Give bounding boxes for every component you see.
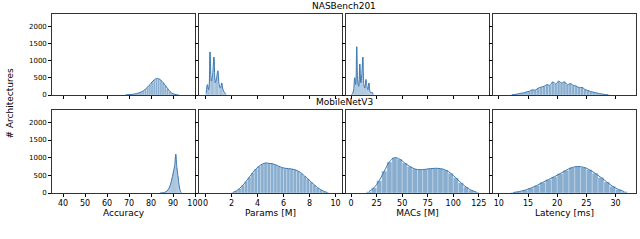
svg-text:80: 80 [146,199,156,208]
svg-text:8: 8 [307,199,312,208]
svg-text:# Architectures: # Architectures [5,68,15,139]
svg-text:500: 500 [33,172,46,180]
svg-text:Accuracy: Accuracy [103,208,145,218]
svg-text:1500: 1500 [29,40,47,48]
svg-text:0: 0 [349,199,354,208]
svg-text:2: 2 [229,199,234,208]
svg-text:25: 25 [581,199,591,208]
svg-text:10: 10 [494,199,504,208]
svg-text:0: 0 [203,199,208,208]
svg-text:2000: 2000 [29,119,47,127]
svg-text:50: 50 [80,199,90,208]
svg-text:10: 10 [330,199,340,208]
svg-text:2000: 2000 [29,23,47,31]
svg-text:60: 60 [102,199,112,208]
svg-text:90: 90 [168,199,178,208]
svg-text:100: 100 [446,199,461,208]
svg-text:20: 20 [552,199,562,208]
svg-text:30: 30 [610,199,620,208]
svg-text:40: 40 [58,199,68,208]
svg-text:50: 50 [397,199,407,208]
svg-text:Params [M]: Params [M] [245,208,296,218]
svg-text:6: 6 [281,199,286,208]
svg-text:NASBench201: NASBench201 [312,1,376,11]
svg-text:15: 15 [523,199,533,208]
svg-text:MobileNetV3: MobileNetV3 [316,97,373,107]
svg-text:125: 125 [471,199,486,208]
svg-text:0: 0 [42,91,46,99]
svg-text:70: 70 [124,199,134,208]
svg-text:0: 0 [42,189,46,197]
svg-text:1000: 1000 [29,57,47,65]
svg-text:1000: 1000 [29,154,47,162]
svg-text:500: 500 [33,74,46,82]
svg-text:75: 75 [423,199,433,208]
svg-text:4: 4 [255,199,260,208]
svg-text:25: 25 [372,199,382,208]
svg-text:Latency [ms]: Latency [ms] [535,208,594,218]
svg-text:100: 100 [187,199,202,208]
svg-text:MACs [M]: MACs [M] [396,208,438,218]
svg-text:1500: 1500 [29,136,47,144]
